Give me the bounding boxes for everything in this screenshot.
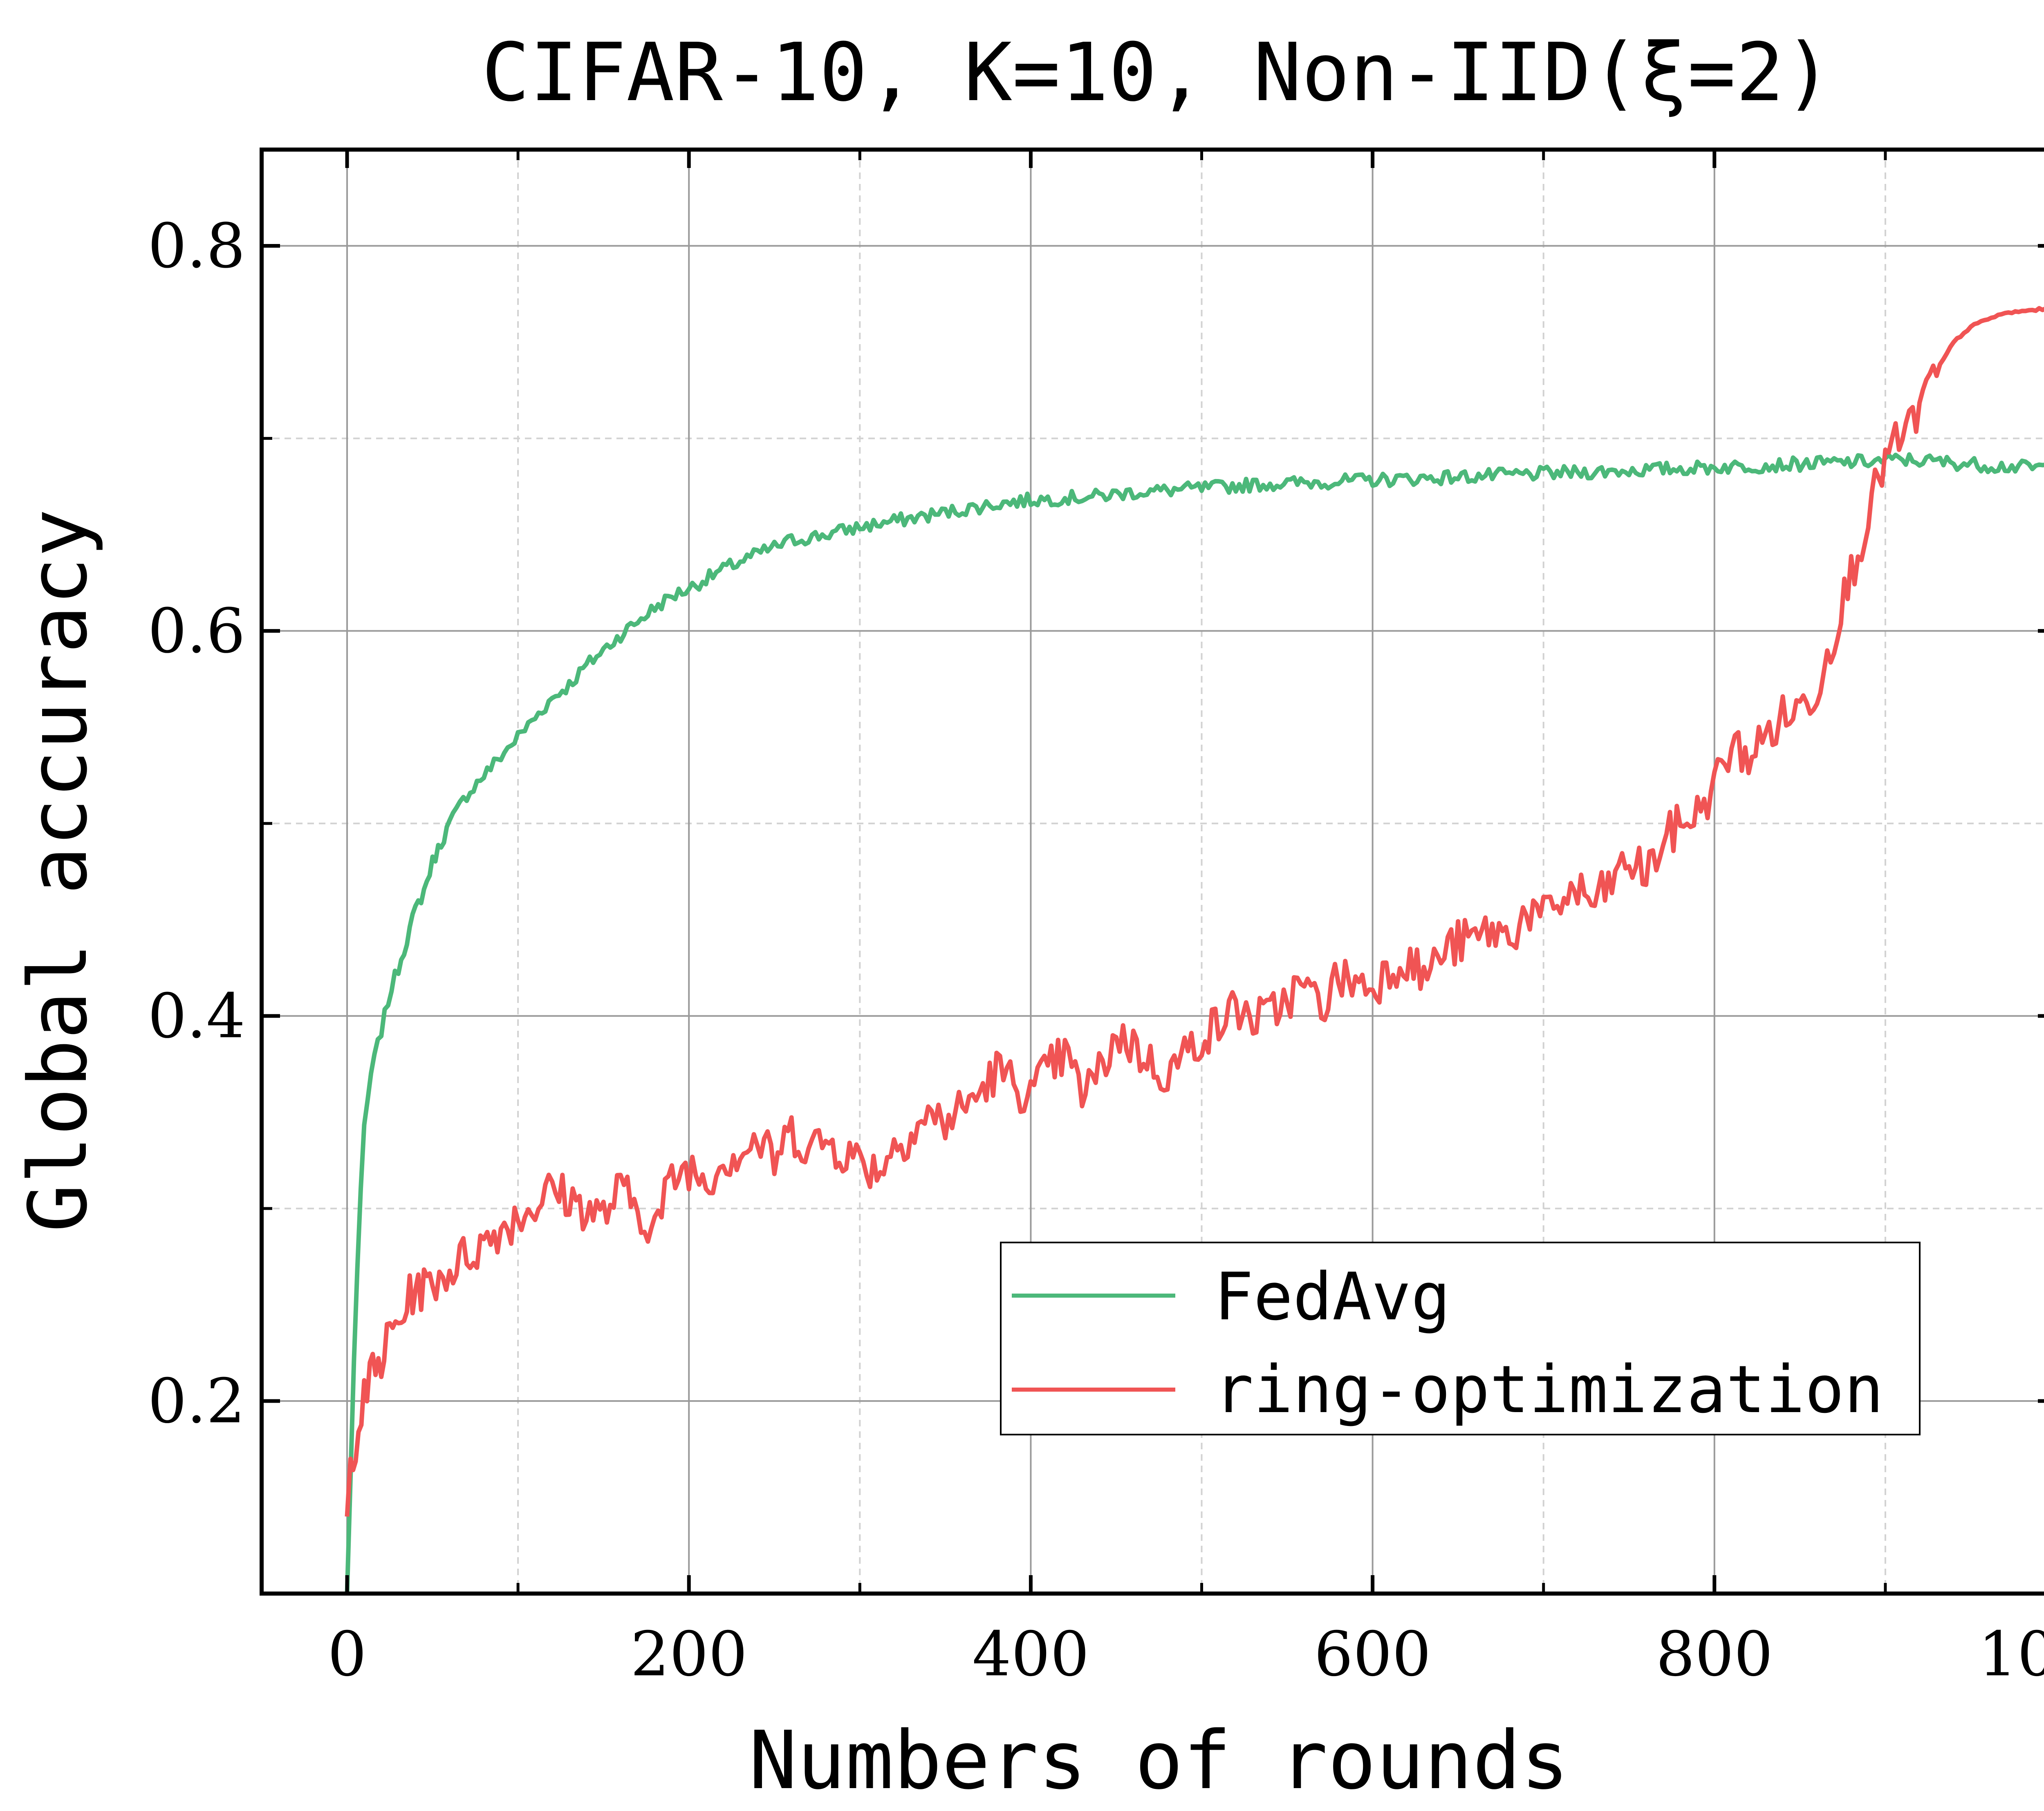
x-axis-label: Numbers of rounds — [749, 1714, 1569, 1807]
tick-layer: 0 200 400 600 800 1000 0.2 0.4 0.6 0.8 — [148, 150, 2044, 1690]
x-tick-label: 0 — [327, 1619, 366, 1690]
y-tick-label: 0.2 — [148, 1366, 245, 1437]
x-tick-label: 1000 — [1978, 1619, 2044, 1690]
x-tick-label: 800 — [1656, 1619, 1773, 1690]
legend-label-fedavg: FedAvg — [1214, 1258, 1450, 1335]
y-tick-label: 0.8 — [148, 211, 245, 282]
x-tick-label: 200 — [630, 1619, 747, 1690]
chart-title: CIFAR-10, K=10, Non-IID(ξ=2) — [482, 26, 1832, 119]
legend-box — [1000, 1242, 1921, 1435]
y-tick-label: 0.4 — [148, 981, 245, 1052]
x-tick-label: 600 — [1314, 1619, 1431, 1690]
series-line-fedavg — [345, 452, 2044, 1594]
x-tick-label: 400 — [972, 1619, 1089, 1690]
y-tick-label: 0.6 — [148, 596, 245, 667]
legend: FedAvg ring-optimization — [1000, 1242, 1921, 1435]
legend-label-ring-optimization: ring-optimization — [1214, 1351, 1884, 1428]
series-layer — [345, 306, 2044, 1594]
y-axis-label: Global accuracy — [12, 509, 105, 1232]
series-line-ring-optimization — [345, 306, 2044, 1517]
plot-frame — [260, 148, 2044, 1596]
